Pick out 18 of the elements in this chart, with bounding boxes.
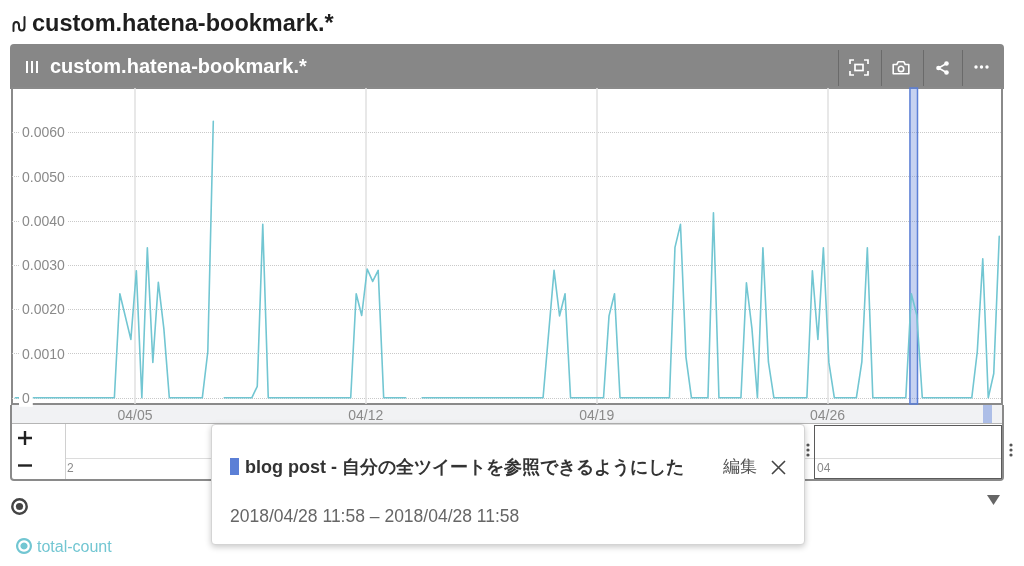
text: 2	[67, 461, 74, 476]
y-tick-label: 0.0040	[22, 212, 66, 229]
legend-label: blog post - 自分の全ツイートを参照できるようにした	[245, 456, 684, 479]
x-tick-label: 04/05	[117, 407, 153, 423]
legend-label: total-count	[37, 537, 113, 555]
text: 04	[817, 461, 831, 476]
x-tick-label: 04/26	[809, 407, 846, 423]
y-tick-label: 0.0020	[22, 301, 66, 318]
x-tick-label: 04/19	[579, 407, 615, 423]
x-tick-label: 04/12	[348, 407, 384, 423]
annotation-popup: blog post - 自分の全ツイートを参照できるようにした 編集 2018/04/28 11:58 – 2018/04/28 11:58	[211, 424, 805, 545]
y-tick-label: 0.0050	[22, 168, 66, 185]
y-tick-label: 0	[22, 389, 30, 406]
y-tick-label: 0.0010	[22, 345, 66, 362]
chart-title: custom.hatena-bookmark.*	[32, 10, 334, 36]
y-tick-label: 0.0060	[22, 124, 66, 141]
y-tick-label: 0.0030	[22, 257, 66, 274]
chart-title: custom.hatena-bookmark.*	[50, 54, 307, 79]
